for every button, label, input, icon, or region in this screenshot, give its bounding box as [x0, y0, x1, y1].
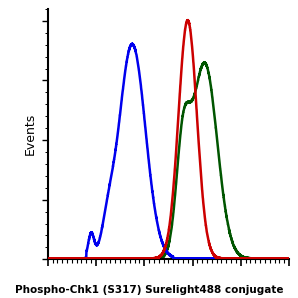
Text: Phospho-Chk1 (S317) Surelight488 conjugate: Phospho-Chk1 (S317) Surelight488 conjuga…: [15, 285, 283, 295]
Y-axis label: Events: Events: [24, 113, 37, 155]
